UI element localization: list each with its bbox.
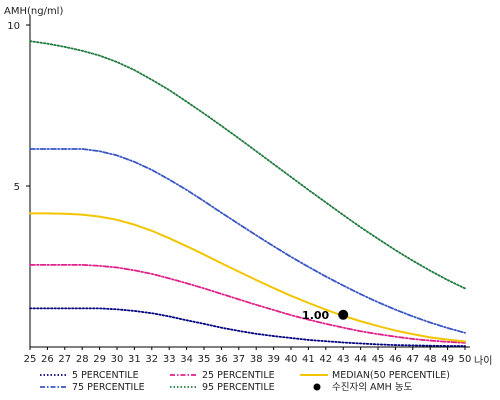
x-tick-label: 28 [76,354,89,365]
legend-item-amh: 수진자의 AMH 농도 [313,382,413,393]
x-tick-label: 46 [389,354,402,365]
x-tick-label: 31 [128,354,141,365]
patient-amh-value-label: 1.00 [302,309,329,322]
x-axis-title: 나이 [474,355,492,367]
series-line-75-percentile [29,148,466,334]
legend-label: 75 PERCENTILE [72,382,145,393]
series-line-95-percentile [29,40,466,290]
x-tick-label: 35 [198,354,211,365]
x-tick-label: 41 [302,354,315,365]
x-tick-label: 32 [145,354,158,365]
series-line-5-percentile [29,307,466,347]
x-tick-label: 47 [406,354,419,365]
legend-item-75-percentile: 75 PERCENTILE [40,382,145,393]
legend-label: MEDIAN(50 PERCENTILE) [332,370,450,381]
x-tick-label: 34 [180,354,193,365]
legend-item-5-percentile: 5 PERCENTILE [40,370,139,381]
y-tick-label: 10 [7,21,20,32]
axes: AMH(ng/ml) 나이 5 10 25 26 27 28 29 30 31 32 33 34 35… [4,6,492,367]
series-line-25-percentile [29,263,466,344]
plot-marker: 1.00 [302,309,349,322]
x-tick-label: 27 [58,354,71,365]
x-tick-label: 42 [319,354,332,365]
legend-label: 5 PERCENTILE [72,370,139,381]
plot-series [29,40,466,347]
series-line-median-50-percentile [29,212,466,343]
x-tick-label: 38 [250,354,263,365]
patient-amh-marker [338,309,349,320]
legend-swatch [313,383,321,391]
x-tick-label: 39 [267,354,280,365]
y-axis-title: AMH(ng/ml) [4,6,63,17]
y-tick-label: 5 [14,182,20,193]
legend: 5 PERCENTILE 25 PERCENTILE MEDIAN(50 PERCE… [40,370,450,393]
legend-label: 25 PERCENTILE [202,370,275,381]
x-tick-label: 33 [163,354,176,365]
legend-label: 95 PERCENTILE [202,382,275,393]
x-tick-label: 37 [232,354,245,365]
x-ticks: 25 26 27 28 29 30 31 32 33 34 35 36 37 38 39 40 41 42 43 44… [24,347,472,365]
x-tick-label: 26 [41,354,54,365]
x-tick-label: 45 [372,354,385,365]
x-tick-label: 48 [424,354,437,365]
x-tick-label: 43 [337,354,350,365]
x-tick-label: 30 [111,354,124,365]
legend-item-25-percentile: 25 PERCENTILE [170,370,275,381]
legend-item-median-50-percentile: MEDIAN(50 PERCENTILE) [300,370,450,381]
legend-label: 수진자의 AMH 농도 [332,382,413,393]
legend-item-95-percentile: 95 PERCENTILE [170,382,275,393]
x-tick-label: 49 [441,354,454,365]
y-ticks: 5 10 [7,21,30,193]
x-tick-label: 36 [215,354,228,365]
x-tick-label: 40 [285,354,298,365]
x-tick-label: 25 [24,354,37,365]
x-tick-label: 50 [459,354,472,365]
x-tick-label: 44 [354,354,367,365]
x-tick-label: 29 [93,354,106,365]
